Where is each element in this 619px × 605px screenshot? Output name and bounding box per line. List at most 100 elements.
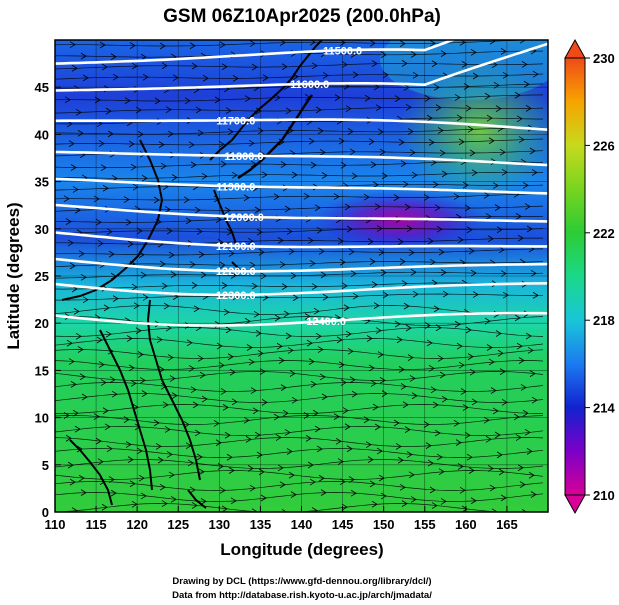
streamline-arrow [288, 248, 295, 255]
streamline-arrow [219, 261, 226, 269]
streamline-arrow [321, 393, 328, 401]
streamline-arrow [401, 280, 408, 287]
streamline-arrow [81, 393, 88, 401]
streamline-arrow [438, 468, 445, 476]
streamline-arrow [67, 239, 74, 247]
x-tick-label: 120 [126, 517, 148, 532]
streamline-arrow [312, 409, 319, 417]
streamline-arrow [187, 459, 194, 467]
streamline-arrow [366, 335, 373, 342]
streamline-arrow [167, 354, 174, 361]
streamline-arrow [319, 149, 326, 156]
streamline-arrow [97, 240, 104, 247]
streamline-arrow [483, 416, 490, 424]
streamline-arrow [69, 478, 76, 486]
streamline-arrow [346, 225, 353, 233]
streamline-arrow [484, 317, 491, 325]
streamline-arrow [436, 453, 443, 461]
streamline-arrow [530, 491, 537, 498]
streamline-arrow [397, 456, 404, 464]
streamline-arrow [232, 75, 239, 82]
streamline-arrow [501, 168, 508, 176]
height-contours: 11500.0 11600.0 11700.0 11800.0 11900.0 12000… [55, 40, 548, 328]
streamline-arrow [401, 60, 408, 67]
streamline-arrow [394, 320, 401, 328]
credit-line-1: Drawing by DCL (https://www.gfd-dennou.o… [172, 576, 431, 587]
streamline-arrow [341, 61, 348, 68]
x-tick-label: 115 [86, 517, 107, 532]
streamline-arrow [437, 355, 444, 362]
streamline-arrow [380, 269, 387, 276]
streamline-arrow [469, 149, 476, 157]
streamline-arrow [372, 403, 379, 411]
streamline-arrow [281, 63, 288, 71]
streamline-arrow [131, 500, 138, 508]
streamline-arrow [399, 40, 406, 47]
streamline-arrow [515, 434, 522, 441]
streamline-arrow [365, 441, 372, 449]
streamline-arrow [526, 448, 533, 455]
streamline-arrow [321, 172, 328, 179]
streamline-arrow [461, 61, 468, 68]
streamline-arrow [79, 373, 86, 381]
streamline-arrow [495, 330, 502, 337]
streamline-arrow [284, 429, 291, 436]
streamline-arrow [127, 456, 134, 463]
streamline-arrow [225, 107, 232, 114]
streamline-arrow [410, 496, 417, 503]
streamline-arrow [112, 295, 119, 302]
streamline-arrow [80, 52, 87, 60]
streamline-arrow [244, 317, 251, 325]
height-contour [55, 177, 548, 195]
streamline-arrow [227, 128, 234, 136]
streamline-arrow [71, 64, 78, 72]
streamline-arrow [490, 387, 497, 394]
y-tick-label: 30 [35, 222, 49, 237]
streamline-arrow [369, 40, 376, 47]
streamline-arrow [66, 339, 73, 347]
streamline-arrow [411, 392, 418, 400]
streamline-arrow [156, 336, 163, 344]
streamline-arrow [345, 105, 352, 113]
streamline-arrow [101, 63, 108, 71]
streamline-arrow [402, 401, 409, 409]
streamline-arrow [318, 247, 325, 255]
streamline-arrow [320, 271, 327, 279]
streamline-arrow [194, 429, 201, 437]
streamline [55, 492, 544, 502]
streamline-arrow [318, 474, 325, 482]
streamline-arrow [465, 326, 472, 334]
streamline-arrow [288, 471, 295, 479]
streamline-arrow [137, 130, 144, 138]
streamline-arrow [245, 436, 252, 443]
streamline-arrow [136, 447, 143, 455]
streamline-arrow [164, 426, 171, 433]
streamline [55, 271, 544, 279]
streamline-arrow [98, 140, 105, 147]
streamline-arrow [364, 94, 371, 102]
streamline-arrow [249, 484, 256, 492]
streamline-arrow [95, 218, 102, 226]
streamline-arrow [69, 41, 76, 49]
streamline-arrow [94, 96, 101, 104]
streamline-arrow [349, 376, 356, 384]
streamline-arrow [222, 404, 229, 411]
streamline-arrow [375, 327, 382, 334]
streamline-arrow [110, 53, 117, 61]
streamline-arrow [406, 451, 413, 458]
streamline-arrow [530, 269, 537, 277]
streamline [55, 371, 544, 381]
streamline-arrow [523, 80, 530, 88]
streamline-arrow [188, 365, 195, 372]
streamline-arrow [370, 161, 377, 169]
streamline-arrow [69, 262, 76, 270]
streamline-arrow [166, 451, 173, 458]
streamline-arrow [223, 308, 230, 316]
streamline-arrow [438, 248, 445, 256]
streamline-arrow [410, 268, 417, 276]
streamline-arrow [486, 344, 493, 351]
streamline-arrow [500, 270, 507, 277]
streamline-arrow [435, 324, 442, 332]
streamline-arrow [93, 195, 100, 203]
streamline-arrow [485, 435, 492, 443]
